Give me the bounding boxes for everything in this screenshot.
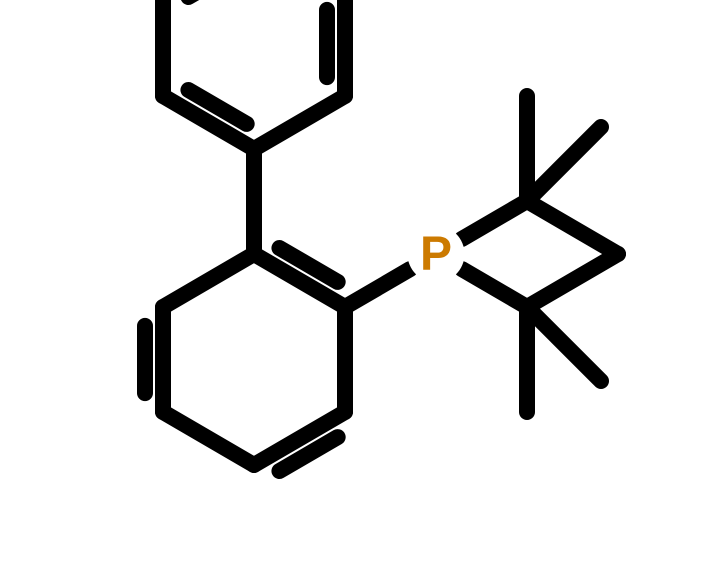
bond (462, 269, 527, 307)
bond (163, 254, 254, 307)
bond (527, 201, 618, 254)
bond (345, 269, 410, 307)
bond (462, 201, 527, 239)
bond (163, 412, 254, 465)
molecule-diagram: P (0, 0, 709, 567)
bond (527, 254, 618, 307)
bond (254, 96, 345, 149)
bond (527, 307, 601, 381)
bond (527, 127, 601, 201)
atom-label-P: P (420, 228, 452, 281)
